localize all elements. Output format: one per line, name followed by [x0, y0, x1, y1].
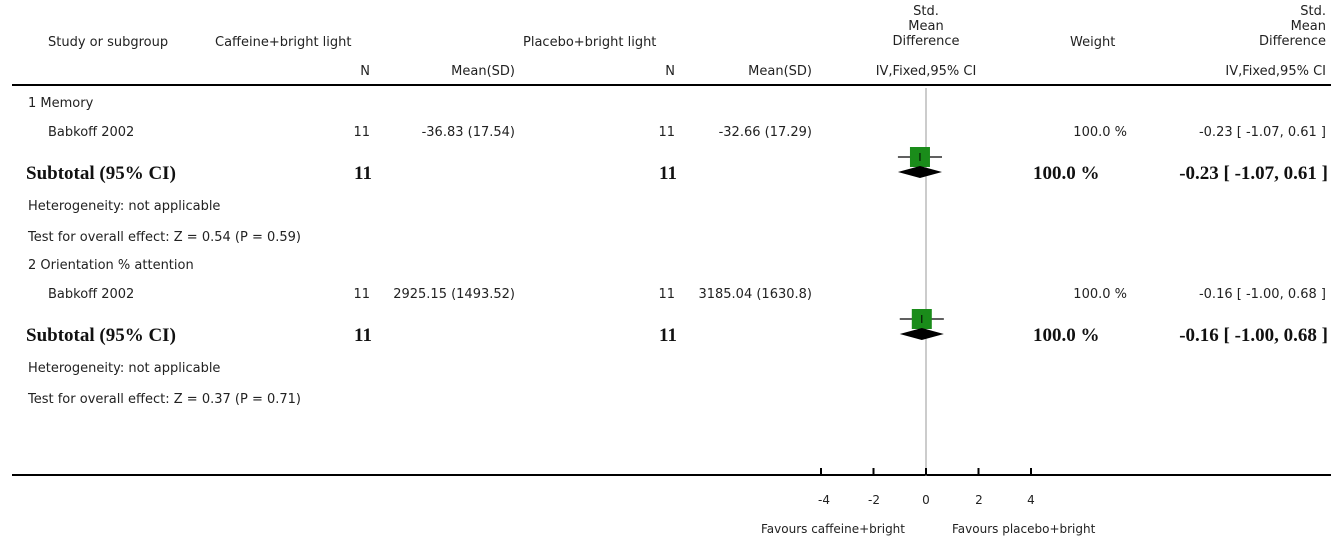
col-header-exp-mean-sd: Mean(SD) — [451, 64, 515, 79]
col-header-smd-mid-line3: Difference — [892, 34, 960, 49]
subgroup-title: 1 Memory — [28, 96, 94, 111]
col-header-smd-right-line2: Mean — [1290, 19, 1326, 34]
study-effect-square — [909, 147, 930, 167]
tick-label: -2 — [868, 493, 880, 507]
study-exp-mean-sd: 2925.15 (1493.52) — [393, 287, 515, 302]
subtotal-ci-text: -0.23 [ -1.07, 0.61 ] — [1179, 163, 1328, 184]
subtotal-diamond — [899, 328, 944, 340]
col-header-method-mid: IV,Fixed,95% CI — [875, 64, 977, 79]
tick-label: 2 — [975, 493, 983, 507]
subtotal-exp-n: 11 — [354, 325, 372, 346]
study-weight: 100.0 % — [1073, 125, 1127, 140]
subtotal-ci-text: -0.16 [ -1.00, 0.68 ] — [1179, 325, 1328, 346]
study-ctrl-mean-sd: 3185.04 (1630.8) — [698, 287, 812, 302]
col-header-experimental-group: Caffeine+bright light — [215, 35, 352, 50]
subtotal-exp-n: 11 — [354, 163, 372, 184]
study-weight: 100.0 % — [1073, 287, 1127, 302]
study-exp-mean-sd: -36.83 (17.54) — [421, 125, 515, 140]
col-header-smd-mid-line1: Std. — [913, 4, 939, 19]
col-header-ctrl-mean-sd: Mean(SD) — [748, 64, 812, 79]
study-ctrl-mean-sd: -32.66 (17.29) — [718, 125, 812, 140]
col-header-control-group: Placebo+bright light — [523, 35, 657, 50]
col-header-weight: Weight — [1070, 35, 1116, 50]
col-header-exp-n: N — [360, 64, 370, 79]
overall-effect-text: Test for overall effect: Z = 0.37 (P = 0… — [28, 392, 301, 407]
heterogeneity-text: Heterogeneity: not applicable — [28, 361, 221, 376]
subgroup-title: 2 Orientation % attention — [28, 258, 194, 273]
tick-label: 0 — [922, 493, 930, 507]
subtotal-ctrl-n: 11 — [659, 325, 677, 346]
study-name: Babkoff 2002 — [48, 125, 135, 140]
header-divider — [12, 84, 1331, 86]
subtotal-ctrl-n: 11 — [659, 163, 677, 184]
col-header-method-right: IV,Fixed,95% CI — [1225, 64, 1326, 79]
col-header-smd-right-line3: Difference — [1258, 34, 1326, 49]
study-ctrl-n: 11 — [658, 287, 675, 302]
favours-right-label: Favours placebo+bright — [952, 522, 1096, 536]
study-ci-text: -0.23 [ -1.07, 0.61 ] — [1198, 125, 1326, 140]
subtotal-label: Subtotal (95% CI) — [26, 163, 176, 184]
study-ctrl-n: 11 — [658, 125, 675, 140]
favours-left-label: Favours caffeine+bright — [761, 522, 905, 536]
col-header-study: Study or subgroup — [48, 35, 169, 50]
study-exp-n: 11 — [353, 287, 370, 302]
study-name: Babkoff 2002 — [48, 287, 135, 302]
subtotal-weight: 100.0 % — [1033, 163, 1100, 184]
study-ci-text: -0.16 [ -1.00, 0.68 ] — [1198, 287, 1326, 302]
subtotal-diamond — [897, 166, 943, 178]
study-exp-n: 11 — [353, 125, 370, 140]
col-header-smd-right-line1: Std. — [1300, 4, 1326, 19]
subtotal-label: Subtotal (95% CI) — [26, 325, 176, 346]
footer-divider — [12, 474, 1331, 476]
overall-effect-text: Test for overall effect: Z = 0.54 (P = 0… — [28, 230, 301, 245]
col-header-smd-mid-line2: Mean — [908, 19, 944, 34]
col-header-ctrl-n: N — [665, 64, 675, 79]
study-effect-square — [911, 309, 932, 329]
tick-label: -4 — [818, 493, 830, 507]
heterogeneity-text: Heterogeneity: not applicable — [28, 199, 221, 214]
tick-label: 4 — [1027, 493, 1035, 507]
subtotal-weight: 100.0 % — [1033, 325, 1100, 346]
